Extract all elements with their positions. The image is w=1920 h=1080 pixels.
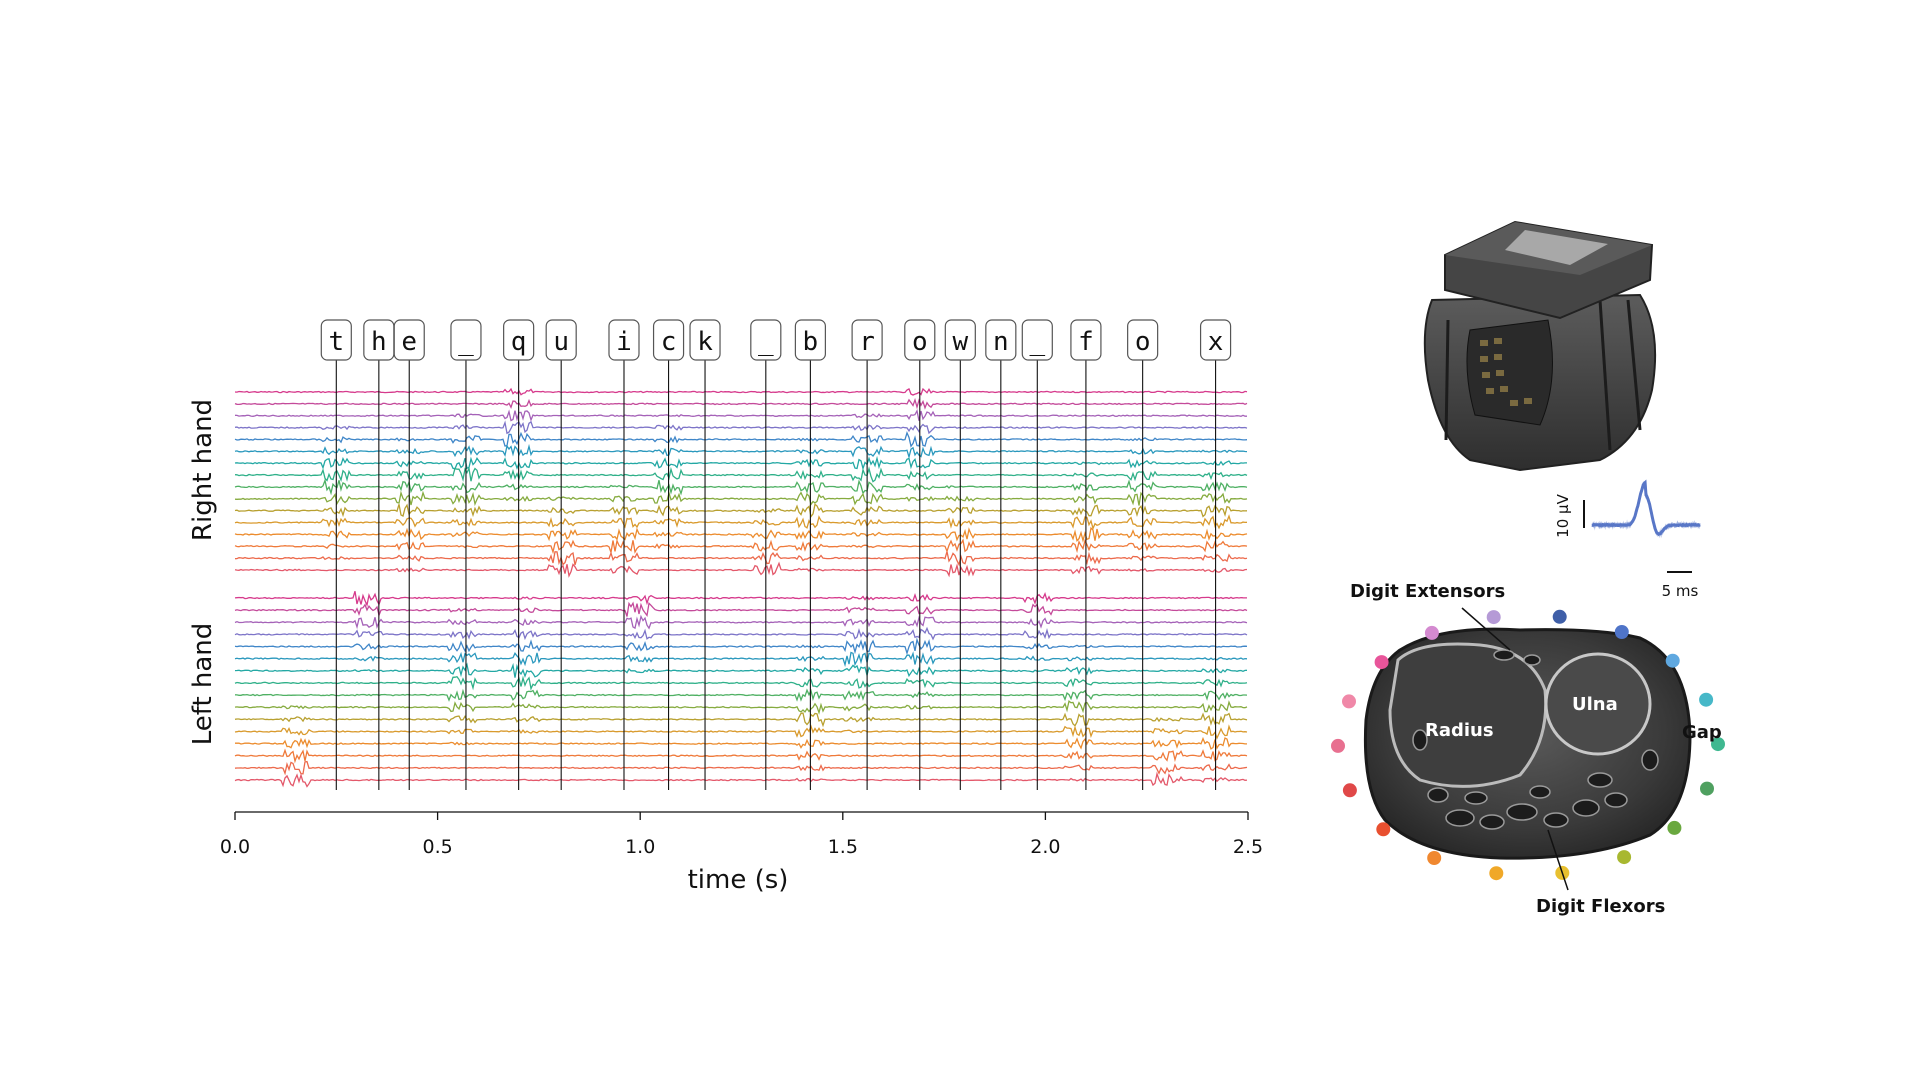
electrode-dot-14 bbox=[1427, 851, 1441, 865]
electrode-dot-3 bbox=[1487, 610, 1501, 624]
label-digit-extensors: Digit Extensors bbox=[1350, 581, 1505, 602]
label-radius: Radius bbox=[1425, 720, 1494, 741]
electrode-dot-15 bbox=[1376, 822, 1390, 836]
scale-voltage-label: 10 μV bbox=[1554, 493, 1572, 537]
electrode-dot-2 bbox=[1425, 626, 1439, 640]
electrode-dot-16 bbox=[1343, 783, 1357, 797]
electrode-dot-17 bbox=[1331, 739, 1345, 753]
label-gap: Gap bbox=[1682, 722, 1722, 743]
scale-time-label: 5 ms bbox=[1662, 582, 1699, 600]
electrode-dot-13 bbox=[1489, 866, 1503, 880]
electrode-dot-9 bbox=[1700, 782, 1714, 796]
electrode-dot-10 bbox=[1667, 821, 1681, 835]
electrode-dot-6 bbox=[1666, 654, 1680, 668]
electrode-dot-1 bbox=[1375, 655, 1389, 669]
label-digit-flexors: Digit Flexors bbox=[1536, 896, 1665, 917]
electrode-dot-5 bbox=[1615, 625, 1629, 639]
electrode-dot-11 bbox=[1617, 850, 1631, 864]
electrode-dot-4 bbox=[1553, 610, 1567, 624]
forearm-cross-section bbox=[1365, 629, 1690, 858]
wristband-device-image bbox=[1425, 222, 1655, 470]
label-ulna: Ulna bbox=[1572, 694, 1618, 715]
spike-waveform bbox=[1592, 483, 1700, 536]
electrode-dot-18 bbox=[1342, 694, 1356, 708]
electrode-dot-7 bbox=[1699, 693, 1713, 707]
